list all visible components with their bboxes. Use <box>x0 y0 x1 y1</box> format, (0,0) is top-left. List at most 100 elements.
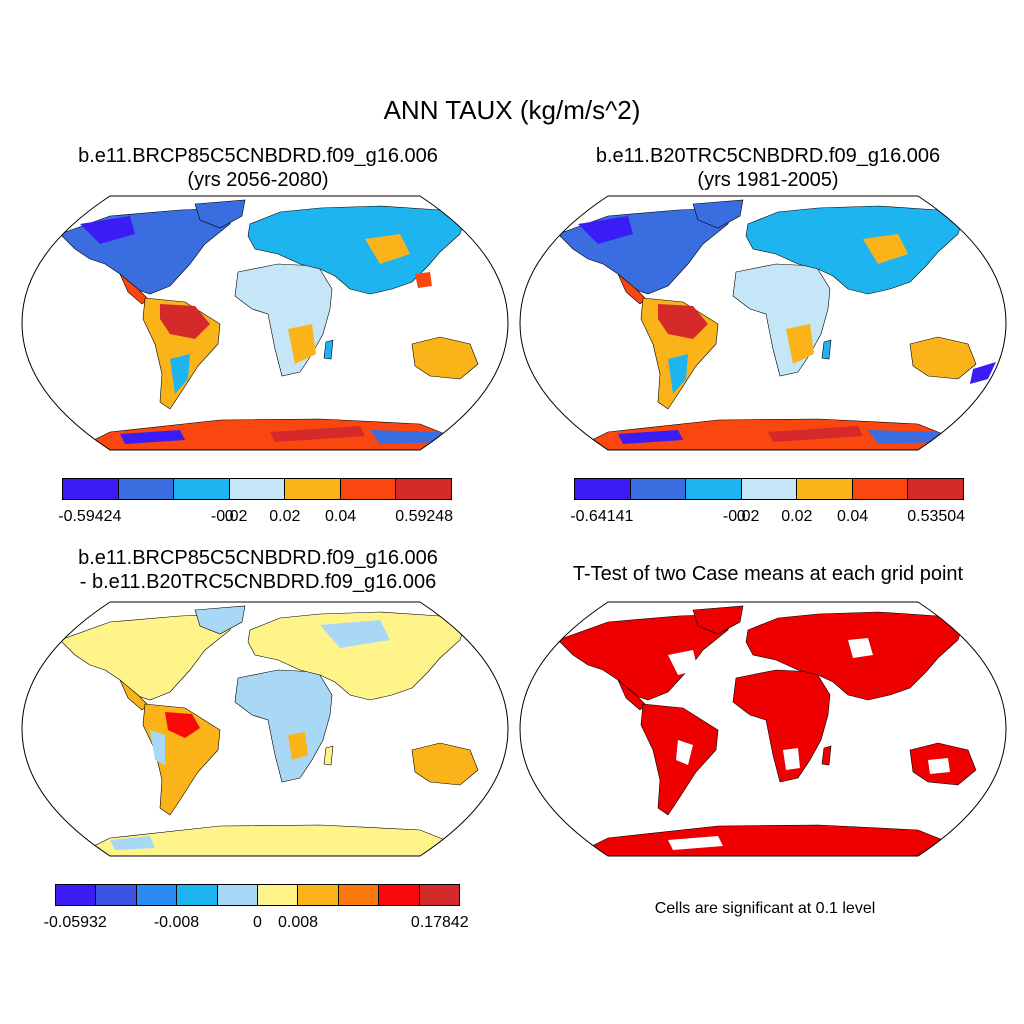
colorbar-swatch <box>852 479 909 499</box>
colorbar-swatch <box>396 479 452 499</box>
landmass-australia <box>909 336 977 380</box>
field-patch <box>928 758 950 774</box>
significance-note: Cells are significant at 0.1 level <box>654 900 876 917</box>
field-patch <box>863 234 908 264</box>
landmass-madagascar <box>323 745 334 766</box>
colorbar-swatch <box>340 479 397 499</box>
colorbar-swatch <box>258 885 299 905</box>
colorbar-swatch <box>298 885 339 905</box>
landmass-eurasia <box>247 611 466 701</box>
colorbar-panel2 <box>574 478 964 500</box>
colorbar-tick-label: 0.59248 <box>395 508 454 525</box>
field-patch <box>668 836 723 850</box>
colorbar-swatch <box>136 885 178 905</box>
map-panel-historical <box>519 195 1007 451</box>
field-patch <box>970 362 996 384</box>
field-patch <box>658 304 708 339</box>
colorbar-swatch <box>56 885 97 905</box>
landmass-africa <box>234 263 333 377</box>
map-outline <box>519 601 1007 857</box>
colorbar-swatch <box>177 885 218 905</box>
colorbar-swatch <box>908 479 964 499</box>
landmass-eurasia <box>247 205 466 295</box>
colorbar-tick-label: -0.59424 <box>58 508 122 525</box>
colorbar-tick-label: 0.17842 <box>410 914 469 931</box>
field-patch <box>676 740 693 765</box>
colorbar-swatch <box>96 885 137 905</box>
colorbar-swatch <box>229 479 286 499</box>
map-panel-future <box>21 195 509 451</box>
field-patch <box>868 430 943 444</box>
panel3-title-line2: - b.e11.B20TRC5CNBDRD.f09_g16.006 <box>79 571 437 593</box>
colorbar-tick-label: 0 <box>253 914 262 931</box>
panel3-title-line1: b.e11.BRCP85C5CNBDRD.f09_g16.006 <box>78 547 438 569</box>
panel4-title: T-Test of two Case means at each grid po… <box>572 563 964 585</box>
landmass-africa <box>732 669 831 783</box>
colorbar-swatch <box>575 479 631 499</box>
colorbar-swatch <box>174 479 230 499</box>
landmass-greenland <box>692 199 744 229</box>
colorbar-swatch <box>118 479 175 499</box>
panel1-title-line1: b.e11.BRCP85C5CNBDRD.f09_g16.006 <box>78 145 438 167</box>
colorbar-tick-label: 0.04 <box>836 508 869 525</box>
panel2-title-line2: (yrs 1981-2005) <box>697 169 839 191</box>
field-patch <box>170 354 190 394</box>
panel1-title: b.e11.BRCP85C5CNBDRD.f09_g16.006 (yrs 20… <box>8 144 508 192</box>
colorbar-swatch <box>797 479 853 499</box>
landmass-madagascar <box>323 339 334 360</box>
field-patch <box>365 234 410 264</box>
landmass-eurasia <box>745 205 964 295</box>
colorbar-tick-label: -0.02 <box>210 508 248 525</box>
field-patch <box>370 430 445 444</box>
landmass-antarctica <box>587 824 949 856</box>
field-patch <box>848 638 873 658</box>
field-patch <box>578 216 633 244</box>
colorbar-tick-label: 0 <box>224 508 234 525</box>
panel1-title-line2: (yrs 2056-2080) <box>187 169 329 191</box>
colorbar-tick-label: -0.64141 <box>570 508 634 525</box>
map-panel-ttest <box>519 601 1007 857</box>
colorbar-tick-label: -0.008 <box>153 914 200 931</box>
figure-title: ANN TAUX (kg/m/s^2) <box>383 95 641 125</box>
field-patch <box>150 730 165 765</box>
colorbar-swatch <box>379 885 420 905</box>
field-patch <box>668 354 688 394</box>
colorbar-swatch <box>686 479 742 499</box>
landmass-madagascar <box>821 745 832 766</box>
field-patch <box>320 620 390 648</box>
field-patch <box>768 426 863 442</box>
landmass-madagascar <box>821 339 832 360</box>
field-patch <box>160 304 210 339</box>
field-patch <box>415 272 432 288</box>
field-patch <box>165 712 200 738</box>
field-patch <box>288 324 316 364</box>
field-patch <box>668 650 698 675</box>
colorbar-swatch <box>338 885 380 905</box>
map-outline <box>21 601 509 857</box>
map-panel-difference <box>21 601 509 857</box>
field-patch <box>786 324 814 364</box>
panel3-title: b.e11.BRCP85C5CNBDRD.f09_g16.006 - b.e11… <box>8 546 508 594</box>
colorbar-panel1 <box>62 478 452 500</box>
field-patch <box>80 216 135 244</box>
field-patch <box>110 836 155 850</box>
landmass-australia <box>411 336 479 380</box>
colorbar-swatch <box>630 479 687 499</box>
colorbar-tick-label: 0.53504 <box>907 508 966 525</box>
field-patch <box>120 430 185 444</box>
colorbar-tick-label: -0.02 <box>722 508 760 525</box>
map-outline <box>21 195 509 451</box>
field-patch <box>260 682 315 708</box>
colorbar-panel3 <box>55 884 460 906</box>
map-outline <box>519 195 1007 451</box>
landmass-greenland <box>194 199 246 229</box>
field-patch <box>270 426 365 442</box>
field-patch <box>288 732 308 760</box>
colorbar-swatch <box>217 885 259 905</box>
landmass-greenland <box>692 605 744 635</box>
colorbar-swatch <box>741 479 798 499</box>
colorbar-tick-label: -0.05932 <box>43 914 107 931</box>
colorbar-tick-label: 0.04 <box>324 508 357 525</box>
field-patch <box>783 748 800 770</box>
colorbar-swatch <box>285 479 341 499</box>
